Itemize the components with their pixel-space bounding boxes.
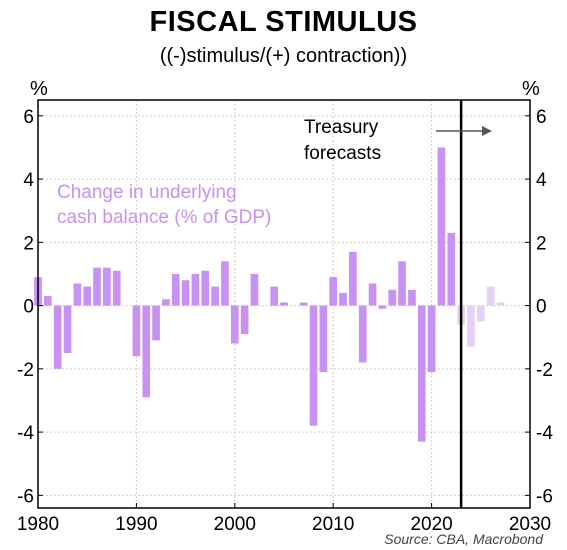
y-tick-label-left: 2	[23, 233, 34, 254]
bar-actual	[427, 305, 436, 372]
bar-actual	[437, 147, 446, 306]
y-tick-label-left: -2	[17, 360, 34, 381]
bar-actual	[63, 305, 72, 354]
bar-actual	[398, 261, 406, 306]
bar-actual	[83, 286, 92, 306]
bar-actual	[142, 305, 151, 398]
forecast-annotation-line-1: Treasury	[304, 117, 379, 138]
bar-actual	[191, 273, 200, 306]
x-tick-label: 2030	[509, 514, 551, 535]
y-tick-label-right: -4	[536, 423, 553, 444]
x-tick-label: 2010	[312, 514, 354, 535]
bar-actual	[299, 302, 308, 306]
bar-actual	[152, 305, 160, 341]
bar-actual	[447, 232, 456, 306]
bar-actual	[280, 302, 288, 306]
bar-actual	[103, 267, 111, 306]
y-tick-label-right: 0	[536, 297, 547, 318]
axis-ticks: -6 -6 -4 -4 -2 -2 0 0 2 2 4 4 6 6 1980 1990 2000 2010 2020…	[17, 107, 553, 535]
bar-actual	[53, 305, 62, 369]
y-tick-label-right: 4	[536, 170, 547, 191]
bar-actual	[112, 270, 121, 306]
y-tick-label-left: -6	[17, 486, 34, 507]
x-tick-label: 1980	[17, 514, 59, 535]
y-tick-label-left: 4	[23, 170, 34, 191]
bar-actual	[230, 305, 239, 344]
y-tick-label-left: 0	[23, 297, 34, 318]
y-tick-label-left: -4	[17, 423, 34, 444]
bar-actual	[162, 299, 170, 306]
bar-actual	[378, 305, 387, 309]
bar-actual	[211, 286, 219, 306]
series-label: Change in underlying cash balance (% of …	[57, 182, 271, 228]
y-tick-label-left: 6	[23, 107, 34, 128]
bar-actual	[368, 283, 377, 306]
source-note: Source: CBA, Macrobond	[384, 531, 543, 547]
bar-actual	[93, 267, 101, 306]
forecast-annotation: Treasury forecasts	[304, 117, 492, 164]
bars	[34, 147, 505, 442]
bar-actual	[358, 305, 367, 363]
bar-actual	[171, 273, 180, 306]
bar-actual	[132, 305, 141, 357]
x-tick-label: 2020	[410, 514, 452, 535]
bar-actual	[349, 251, 357, 306]
x-tick-label: 2000	[214, 514, 256, 535]
y-tick-label-right: 2	[536, 233, 547, 254]
bar-actual	[44, 296, 52, 306]
plot-frame	[37, 99, 531, 509]
bar-actual	[339, 292, 347, 306]
chart-title: FISCAL STIMULUS	[149, 6, 418, 38]
bar-actual	[250, 273, 259, 306]
y-tick-label-right: 6	[536, 107, 547, 128]
bar-forecast	[476, 305, 485, 322]
bar-actual	[221, 261, 229, 306]
bar-actual	[240, 305, 249, 335]
series-label-line-2: cash balance (% of GDP)	[57, 207, 271, 228]
bar-actual	[309, 305, 318, 426]
forecast-arrowhead-icon	[482, 126, 492, 136]
bar-actual	[201, 270, 210, 306]
x-tick-label: 1990	[115, 514, 157, 535]
bar-forecast	[496, 302, 505, 306]
series-label-line-1: Change in underlying	[57, 182, 237, 203]
bar-actual	[270, 286, 278, 306]
bar-actual	[388, 289, 397, 306]
bar-actual	[181, 280, 190, 306]
bar-forecast	[486, 286, 495, 306]
bar-actual	[329, 277, 338, 306]
bar-forecast	[467, 305, 475, 347]
chart-subtitle: ((-)stimulus/(+) contraction))	[159, 45, 408, 67]
y-tick-label-right: -2	[536, 360, 553, 381]
bar-actual	[417, 305, 426, 442]
y-tick-label-right: -6	[536, 486, 553, 507]
y-unit-left: %	[30, 78, 48, 100]
y-unit-right: %	[522, 78, 540, 100]
bar-actual	[73, 283, 82, 306]
forecast-annotation-line-2: forecasts	[304, 143, 381, 164]
bar-actual	[319, 305, 328, 372]
bar-actual	[408, 289, 416, 306]
